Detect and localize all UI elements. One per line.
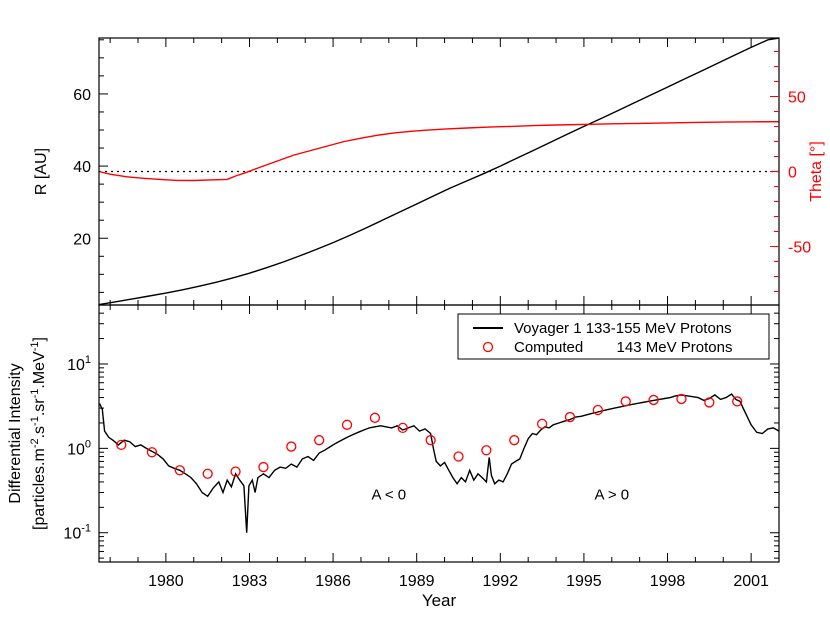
intensity-tick-label: 101 <box>67 354 91 374</box>
r-tick-label: 60 <box>73 87 91 104</box>
computed-point <box>592 404 604 416</box>
annotation-a-negative: A < 0 <box>372 487 407 504</box>
computed-point <box>258 461 269 473</box>
year-tick-label: 1989 <box>399 573 435 590</box>
computed-point <box>648 394 659 406</box>
year-axis-label: Year <box>422 591 457 610</box>
computed-point <box>704 397 715 408</box>
computed-point <box>146 447 158 458</box>
computed-point <box>509 435 520 446</box>
voyager-proton-line <box>98 393 780 533</box>
computed-point <box>676 393 687 405</box>
computed-point <box>202 468 213 479</box>
computed-point <box>620 396 631 407</box>
r-axis-label: R [AU] <box>33 148 50 195</box>
year-tick-label: 1995 <box>566 573 602 590</box>
annotations: A < 0 A > 0 <box>372 487 630 504</box>
year-tick-label: 1998 <box>650 573 686 590</box>
year-tick-label: 1986 <box>315 573 351 590</box>
computed-point <box>453 451 464 462</box>
computed-point <box>341 419 353 430</box>
computed-point <box>230 466 241 477</box>
computed-point <box>314 435 325 446</box>
computed-point <box>174 465 185 476</box>
top-series-group <box>98 37 780 306</box>
intensity-tick-label: 10-1 <box>63 523 91 543</box>
top-panel: 20 40 60 -50 0 50 R [AU] Theta [°] <box>33 37 825 306</box>
bottom-panel: 1980 1983 1986 1989 1992 1995 1998 2001 10-1 100 1… <box>7 304 780 610</box>
legend-box <box>457 313 770 360</box>
theta-tick-label: 0 <box>788 165 797 182</box>
legend-circle-swatch <box>482 341 494 353</box>
legend-label-voyager: Voyager 1 133-155 MeV Protons <box>514 320 732 337</box>
computed-point <box>732 396 743 407</box>
computed-point <box>369 412 381 423</box>
computed-point <box>481 445 492 456</box>
computed-point <box>397 422 408 434</box>
r-tick-label: 20 <box>73 231 91 248</box>
year-tick-label: 1980 <box>148 573 184 590</box>
theta-tick-label: -50 <box>788 240 811 257</box>
annotation-a-positive: A > 0 <box>594 487 629 504</box>
intensity-tick-label: 100 <box>67 438 91 458</box>
legend-label-computed: Computed 143 MeV Protons <box>514 339 732 356</box>
year-tick-label: 2001 <box>733 573 769 590</box>
theta-latitude-line <box>98 121 780 182</box>
theta-axis-label: Theta [°] <box>808 141 825 202</box>
bottom-series-group <box>98 393 780 533</box>
computed-point <box>536 418 548 430</box>
intensity-axis-label-line2: [particles.m-2​.s-1​.sr-1​.MeV-1​] <box>29 337 48 530</box>
r-tick-label: 40 <box>73 159 91 176</box>
bottom-plot-frame <box>98 304 780 563</box>
legend: Voyager 1 133-155 MeV Protons Computed 14… <box>457 313 770 360</box>
year-tick-label: 1992 <box>483 573 519 590</box>
year-tick-label: 1983 <box>232 573 268 590</box>
computed-point <box>564 411 576 423</box>
r-distance-line <box>98 37 780 306</box>
intensity-axis-label-line1: Differential Intensity <box>7 363 24 503</box>
computed-point <box>116 439 127 451</box>
theta-tick-label: 50 <box>788 90 806 107</box>
bottom-axes-group: 1980 1983 1986 1989 1992 1995 1998 2001 10-1 100 1… <box>63 304 780 590</box>
computed-point <box>425 435 436 446</box>
computed-point <box>286 441 297 452</box>
